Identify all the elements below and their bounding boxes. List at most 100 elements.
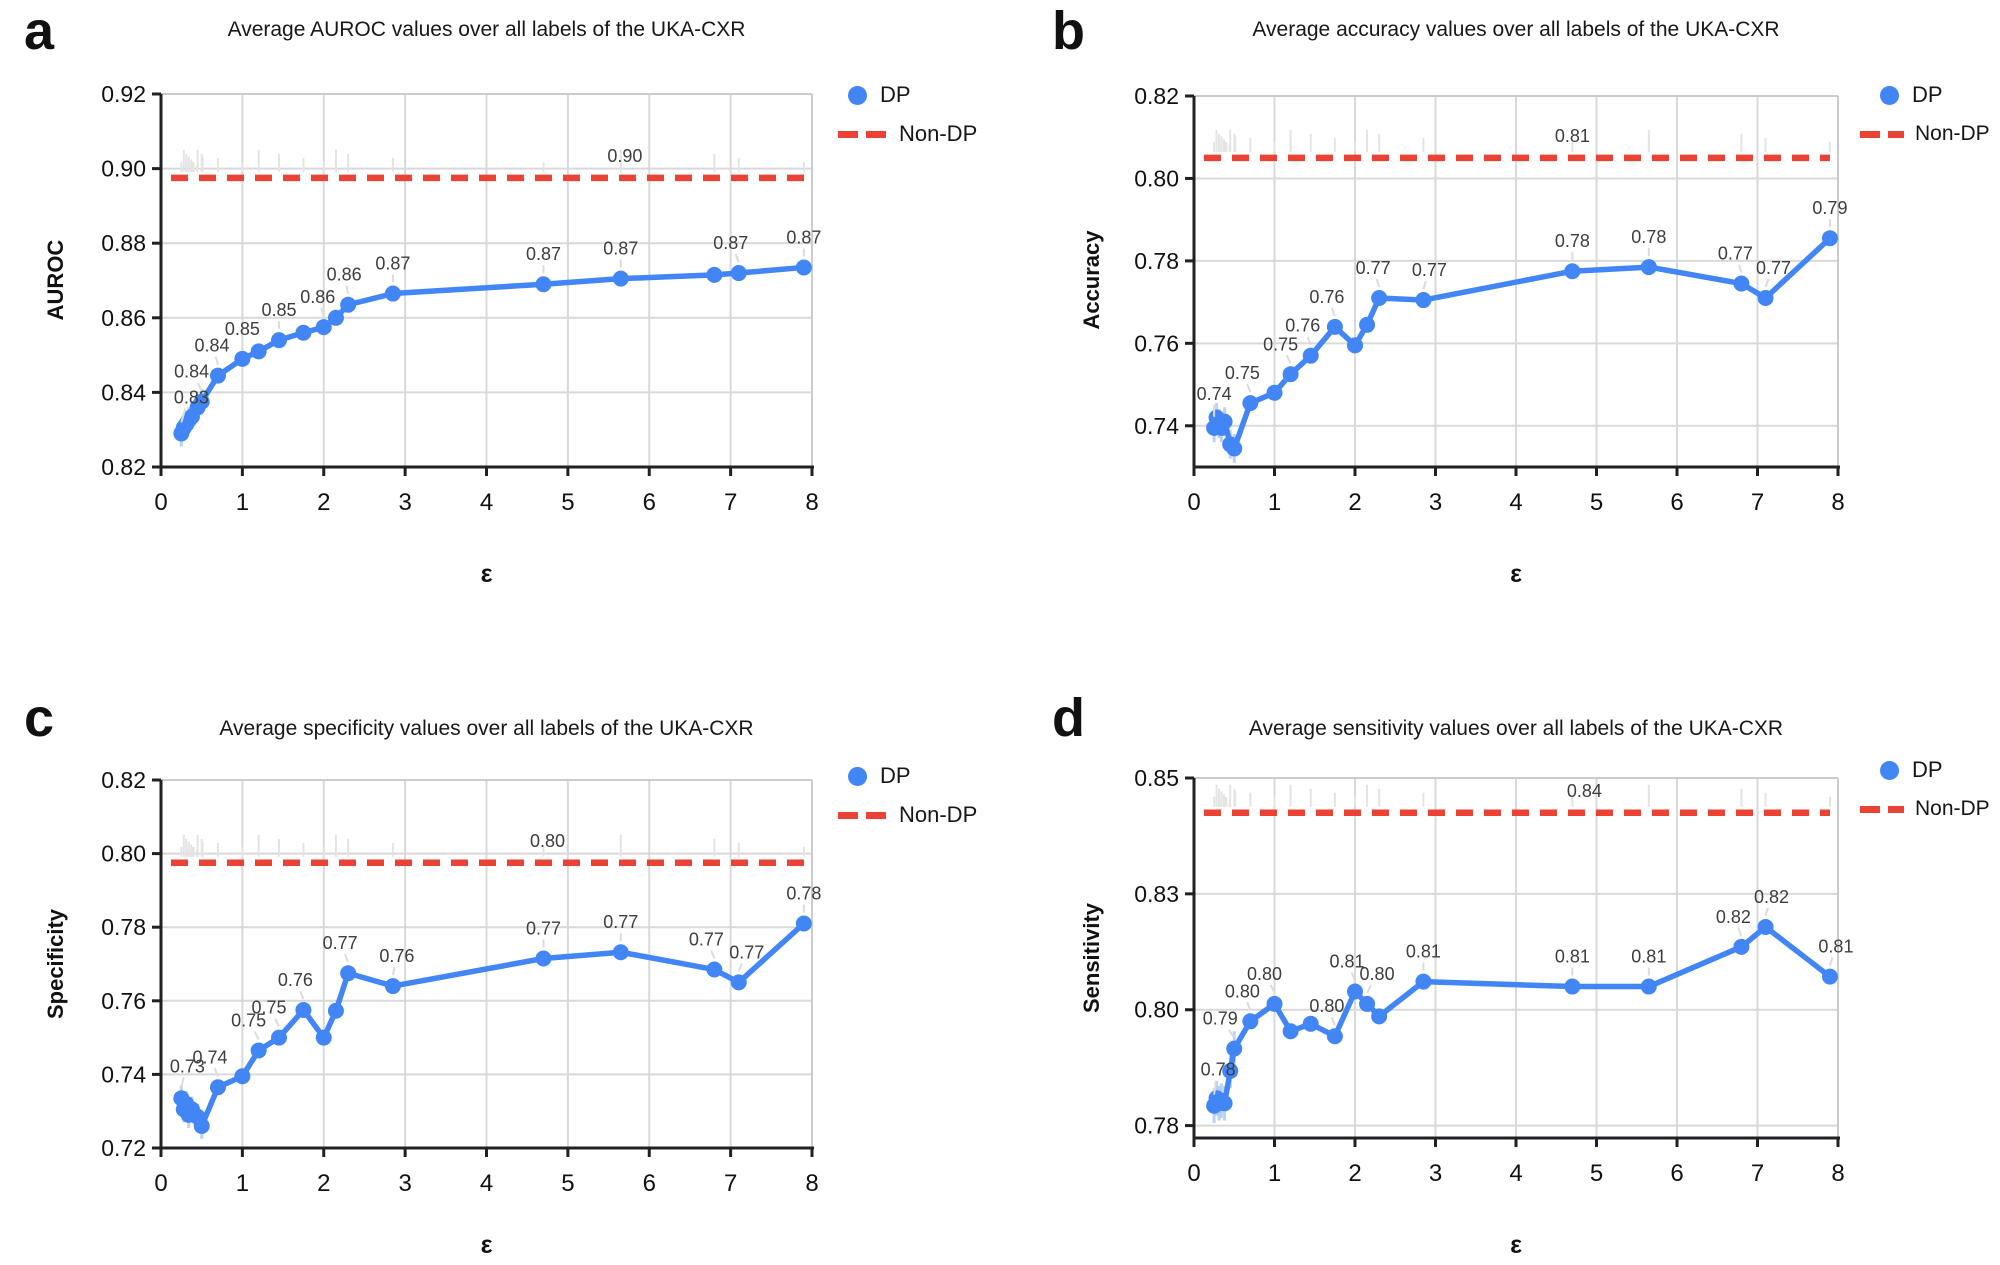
x-axis-title: ε	[480, 1231, 493, 1259]
svg-text:0.78: 0.78	[1631, 227, 1666, 247]
nondp-dash-icon	[1860, 130, 1904, 138]
svg-text:0.81: 0.81	[1631, 947, 1666, 967]
svg-text:0.84: 0.84	[101, 379, 146, 405]
svg-text:4: 4	[480, 1170, 493, 1197]
svg-text:0.87: 0.87	[713, 233, 748, 253]
svg-text:0.80: 0.80	[1360, 964, 1395, 984]
svg-text:0.83: 0.83	[174, 387, 209, 407]
svg-text:0.86: 0.86	[300, 287, 335, 307]
svg-text:0.85: 0.85	[1134, 765, 1179, 791]
svg-text:0.76: 0.76	[1285, 316, 1320, 336]
svg-text:1: 1	[1268, 1160, 1281, 1187]
svg-text:0.82: 0.82	[1716, 907, 1751, 927]
svg-text:0: 0	[154, 489, 167, 516]
plot-area: 0.810.740.750.750.760.760.77 0.770.78 0.78…	[1134, 83, 1847, 516]
svg-text:0.79: 0.79	[1812, 198, 1847, 218]
panel-a: a Average AUROC values over all labels o…	[0, 0, 1000, 632]
svg-text:0.76: 0.76	[278, 970, 313, 990]
svg-text:2: 2	[1348, 1160, 1361, 1187]
svg-text:0.82: 0.82	[1134, 83, 1179, 109]
svg-text:2: 2	[1348, 489, 1361, 516]
svg-text:0.75: 0.75	[251, 998, 286, 1018]
svg-text:0.75: 0.75	[1225, 363, 1260, 383]
svg-text:0.72: 0.72	[101, 1135, 146, 1161]
svg-text:0.90: 0.90	[607, 146, 642, 166]
svg-text:3: 3	[1429, 1160, 1442, 1187]
svg-text:0.74: 0.74	[192, 1047, 227, 1067]
svg-text:0.78: 0.78	[1134, 1113, 1179, 1139]
chart-title: Average specificity values over all labe…	[219, 717, 754, 740]
svg-text:5: 5	[561, 1170, 574, 1197]
svg-text:0.78: 0.78	[1555, 231, 1590, 251]
chart-title: Average sensitivity values over all labe…	[1248, 717, 1784, 740]
panel-d: d Average sensitivity values over all la…	[1000, 633, 2000, 1265]
chart-title: Average AUROC values over all labels of …	[227, 18, 746, 41]
legend-item-nondp: Non-DP	[838, 800, 977, 830]
dp-marker-icon	[1880, 85, 1899, 105]
legend-item-dp: DP	[838, 761, 977, 791]
svg-text:7: 7	[1751, 1160, 1764, 1187]
svg-text:6: 6	[1670, 1160, 1683, 1187]
legend-label-dp: DP	[880, 763, 911, 788]
panel-letter: d	[1052, 688, 1085, 748]
svg-text:8: 8	[1831, 489, 1844, 516]
svg-text:0.78: 0.78	[786, 884, 821, 904]
legend: DP Non-DP	[838, 761, 977, 830]
panel-c: c Average specificity values over all la…	[0, 633, 1000, 1265]
svg-text:0.80: 0.80	[1134, 997, 1179, 1023]
svg-text:0.86: 0.86	[101, 305, 146, 331]
svg-text:6: 6	[643, 489, 656, 516]
svg-text:0: 0	[1187, 489, 1200, 516]
svg-text:7: 7	[724, 1170, 737, 1197]
svg-text:0.80: 0.80	[1134, 165, 1179, 191]
legend-label-nondp: Non-DP	[899, 121, 978, 146]
svg-text:1: 1	[236, 489, 249, 516]
svg-text:0.87: 0.87	[786, 227, 821, 247]
svg-text:0.78: 0.78	[1201, 1060, 1236, 1080]
svg-text:0.80: 0.80	[1309, 996, 1344, 1016]
svg-text:0.77: 0.77	[323, 933, 358, 953]
svg-text:0.85: 0.85	[261, 300, 296, 320]
svg-text:0.87: 0.87	[603, 239, 638, 259]
svg-text:3: 3	[1429, 489, 1442, 516]
plot-area: 0.840.780.790.800.800.800.810.800.81 0.81…	[1134, 765, 1853, 1187]
svg-text:0.74: 0.74	[1197, 384, 1232, 404]
svg-text:0: 0	[154, 1170, 167, 1197]
svg-text:0.81: 0.81	[1406, 942, 1441, 962]
legend-item-dp: DP	[1870, 80, 1990, 110]
x-axis-title: ε	[1510, 560, 1522, 588]
legend: DP Non-DP	[1860, 755, 1990, 824]
svg-text:2: 2	[317, 1170, 330, 1197]
svg-text:0.79: 0.79	[1203, 1009, 1238, 1029]
svg-text:0.77: 0.77	[1412, 260, 1447, 280]
legend-item-dp: DP	[838, 80, 977, 110]
svg-text:0.76: 0.76	[1134, 330, 1179, 356]
svg-text:4: 4	[1509, 1160, 1522, 1187]
svg-text:8: 8	[805, 489, 818, 516]
svg-text:0.81: 0.81	[1555, 947, 1590, 967]
nondp-dash-icon	[838, 130, 886, 138]
svg-text:0.82: 0.82	[101, 767, 146, 793]
dp-marker-icon	[848, 766, 867, 786]
svg-text:1: 1	[236, 1170, 249, 1197]
legend-label-nondp: Non-DP	[1915, 797, 1990, 820]
svg-text:0: 0	[1187, 1160, 1200, 1187]
svg-text:0.81: 0.81	[1818, 937, 1853, 957]
svg-text:0.74: 0.74	[1134, 413, 1179, 439]
svg-text:0.77: 0.77	[1356, 258, 1391, 278]
svg-text:0.75: 0.75	[1263, 334, 1298, 354]
svg-text:0.84: 0.84	[1567, 781, 1602, 801]
panel-letter: c	[24, 688, 55, 748]
svg-text:0.77: 0.77	[1756, 258, 1791, 278]
svg-text:3: 3	[398, 1170, 411, 1197]
legend-label-dp: DP	[880, 82, 911, 107]
dp-marker-icon	[848, 85, 867, 105]
chart-title: Average accuracy values over all labels …	[1252, 18, 1780, 41]
svg-text:0.81: 0.81	[1329, 952, 1364, 972]
svg-text:8: 8	[805, 1170, 818, 1197]
x-axis-title: ε	[480, 560, 493, 588]
legend: DP Non-DP	[1860, 80, 1990, 149]
svg-text:0.92: 0.92	[101, 81, 146, 107]
svg-text:3: 3	[398, 489, 411, 516]
